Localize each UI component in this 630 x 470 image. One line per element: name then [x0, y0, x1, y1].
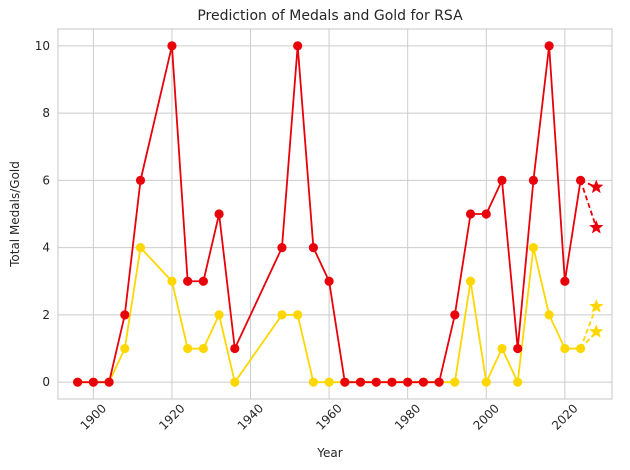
grid — [58, 29, 612, 399]
y-axis-ticks: 0 2 4 6 8 10 — [35, 39, 50, 389]
gold-point-1952 — [293, 310, 303, 320]
total-point-1948 — [277, 243, 287, 253]
total-point-1924 — [183, 276, 193, 286]
gold-point-2012 — [528, 243, 539, 253]
x-axis-label: Year — [316, 446, 342, 460]
total-point-2004 — [497, 175, 507, 185]
total-point-1904 — [104, 377, 114, 387]
gold-point-2016 — [544, 310, 554, 320]
total-point-1992 — [450, 310, 460, 320]
gold-prediction-high-star-marker — [589, 299, 604, 313]
gold-point-1932 — [214, 310, 224, 320]
y-tick-label-10: 10 — [35, 39, 50, 53]
y-tick-label-8: 8 — [42, 106, 50, 120]
total-point-1968 — [355, 377, 366, 387]
gold-point-2008 — [513, 377, 523, 387]
total-point-1976 — [387, 377, 397, 387]
gold-point-1948 — [277, 310, 287, 320]
total-point-1908 — [120, 310, 130, 320]
series-markers — [73, 41, 604, 387]
gold-point-1908 — [120, 343, 130, 354]
plot-area — [57, 28, 613, 400]
total-point-1964 — [340, 377, 350, 387]
y-tick-label-2: 2 — [42, 308, 50, 322]
total-point-1996 — [465, 209, 476, 219]
y-tick-label-6: 6 — [42, 173, 50, 187]
gold-point-1960 — [324, 377, 334, 387]
total-point-1972 — [371, 377, 381, 387]
axes-frame — [57, 28, 613, 400]
total-point-1932 — [214, 209, 224, 219]
y-tick-label-4: 4 — [42, 241, 50, 255]
gold-point-2004 — [497, 343, 507, 354]
gold-point-1912 — [135, 243, 146, 253]
total-prediction-high-star-marker — [589, 179, 604, 194]
total-point-2000 — [481, 209, 491, 219]
total-series-line — [77, 44, 582, 384]
total-point-1960 — [324, 276, 334, 286]
total-point-1900 — [88, 377, 98, 387]
total-point-1936 — [230, 343, 240, 354]
gold-point-2024 — [575, 343, 586, 354]
plot-background — [58, 29, 612, 399]
gold-point-1920 — [167, 276, 177, 286]
gold-point-2000 — [481, 377, 491, 387]
total-point-2008 — [513, 343, 523, 354]
total-prediction-low-line — [579, 180, 598, 228]
gold-point-1936 — [230, 377, 240, 387]
gold-point-1996 — [465, 276, 476, 286]
total-prediction-low-star-marker — [589, 219, 604, 234]
axes-border — [57, 28, 613, 400]
total-point-2024 — [575, 175, 586, 185]
total-point-1920 — [167, 41, 177, 51]
total-point-1956 — [308, 243, 318, 253]
total-point-1912 — [135, 175, 146, 185]
y-axis-label: Total Medals/Gold — [8, 161, 22, 268]
total-point-1896 — [73, 377, 83, 387]
gold-point-2020 — [560, 343, 570, 354]
y-tick-label-0: 0 — [42, 375, 50, 389]
total-point-2020 — [560, 276, 570, 286]
chart-title: Prediction of Medals and Gold for RSA — [197, 8, 463, 24]
total-point-1952 — [293, 41, 303, 51]
gold-point-1924 — [183, 343, 193, 354]
total-point-1928 — [198, 276, 208, 286]
total-point-2016 — [544, 41, 554, 51]
gold-point-1956 — [308, 377, 318, 387]
total-point-1988 — [434, 377, 444, 387]
total-point-1980 — [403, 377, 413, 387]
gold-prediction-low-star-marker — [589, 324, 604, 338]
total-point-1984 — [418, 377, 429, 387]
gold-point-1928 — [198, 343, 208, 354]
gold-point-1992 — [450, 377, 460, 387]
total-point-2012 — [528, 175, 539, 185]
